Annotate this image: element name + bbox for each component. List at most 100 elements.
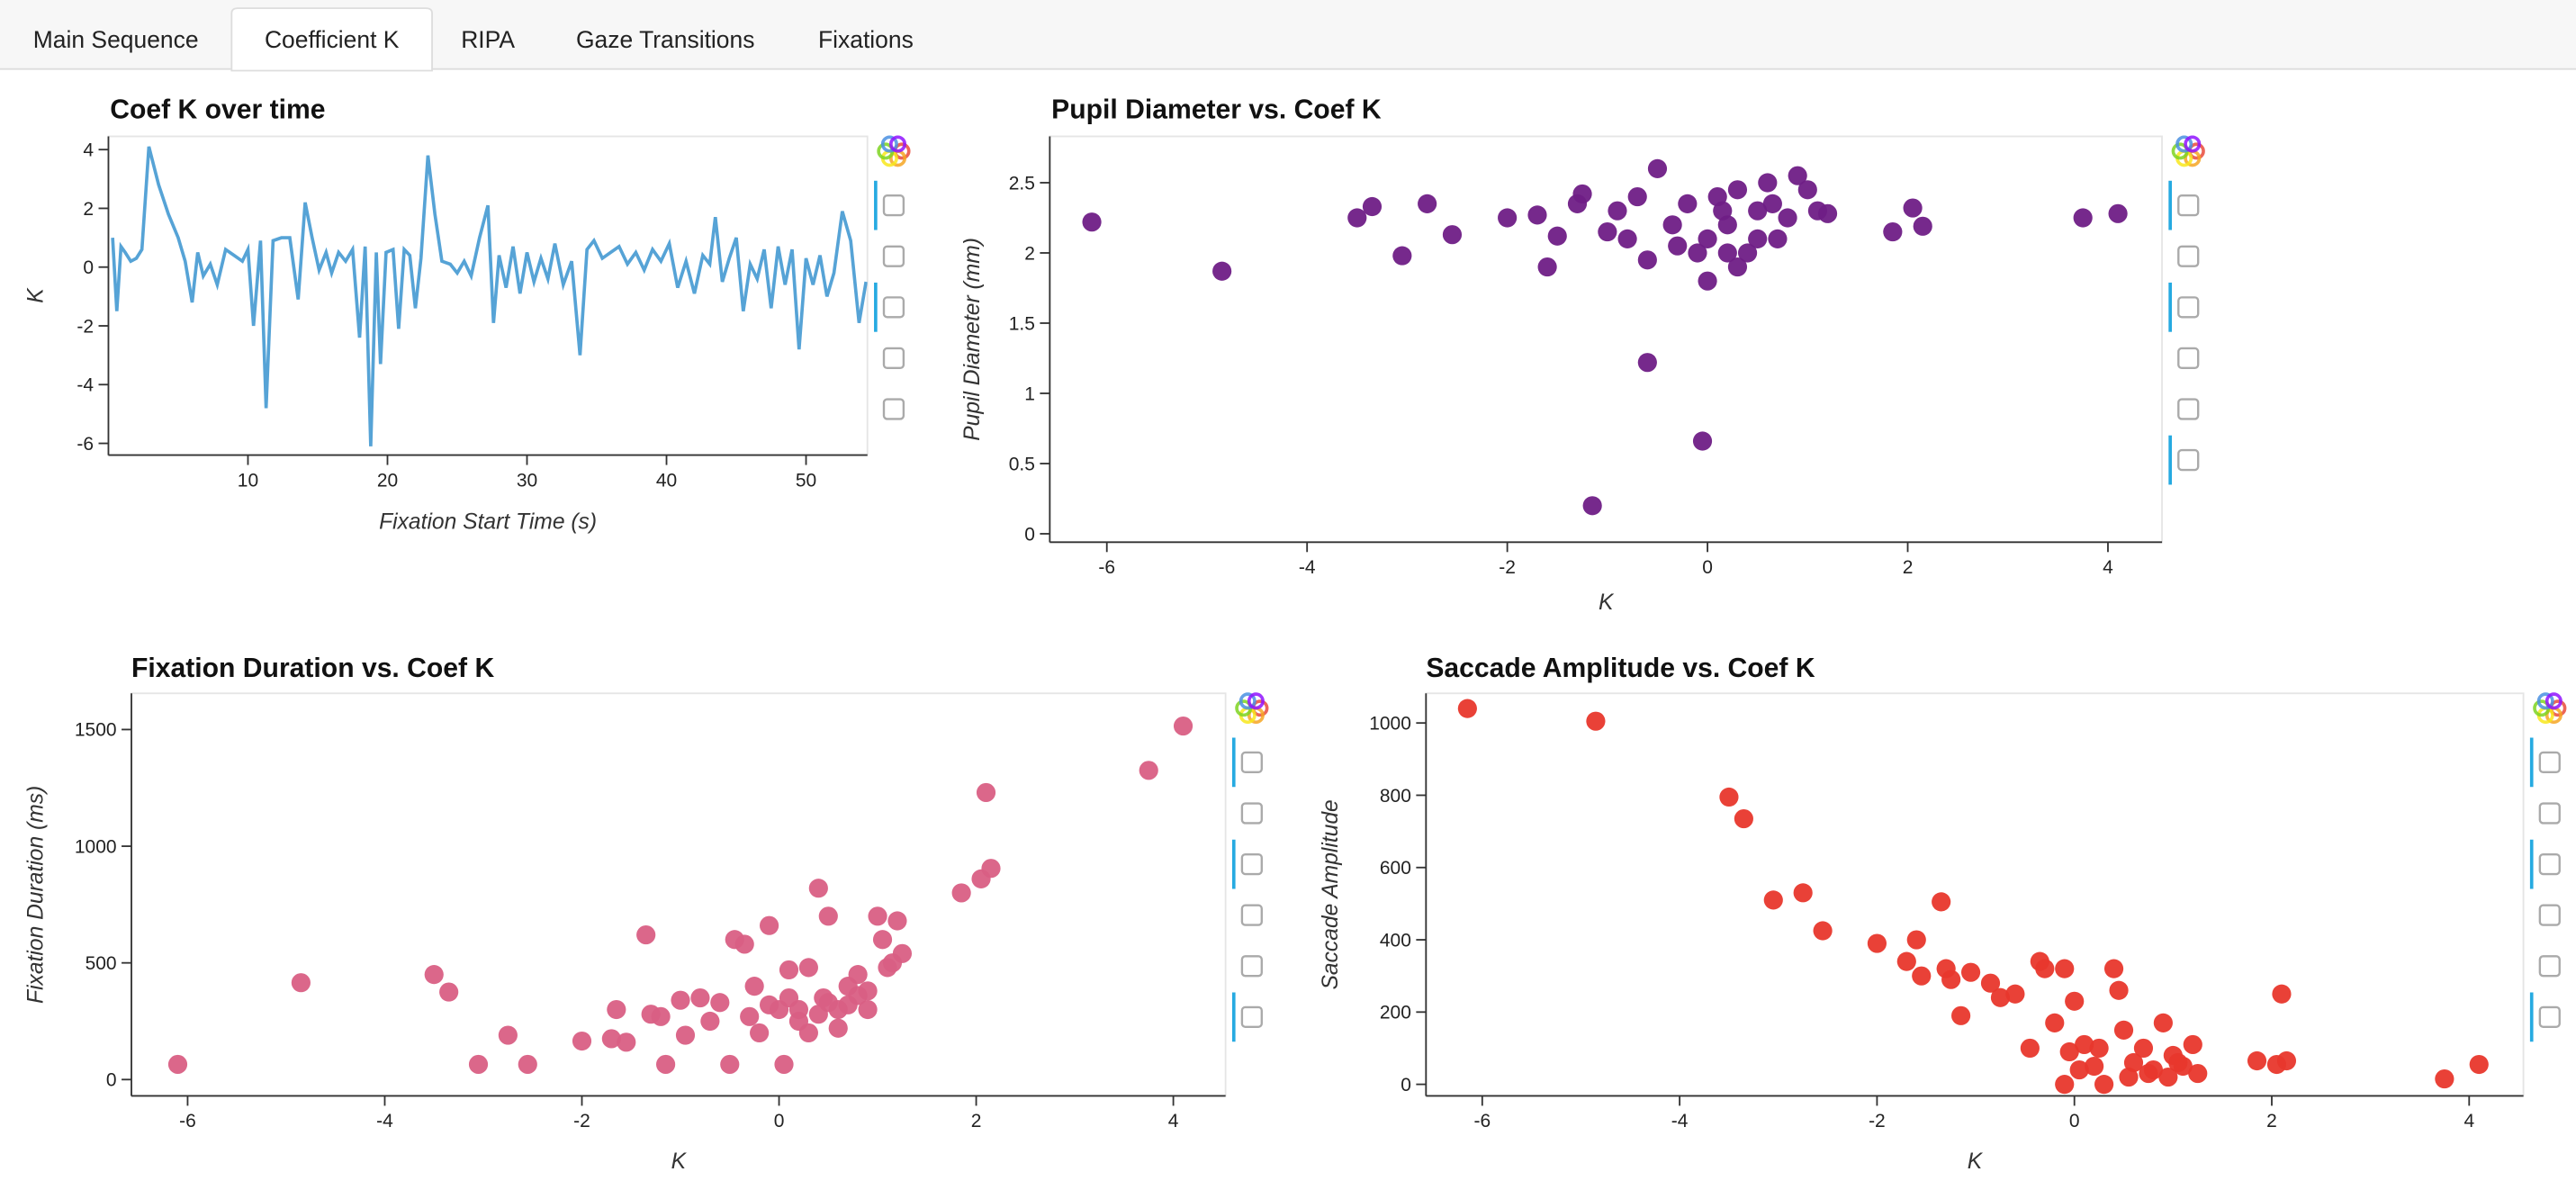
tabs: Main Sequence Coefficient K RIPA Gaze Trans…	[33, 7, 914, 72]
point	[1912, 966, 1932, 986]
point	[2158, 1067, 2178, 1087]
point	[468, 1054, 489, 1075]
tab-label[interactable]: Gaze Transitions	[576, 26, 755, 53]
point	[1737, 243, 1758, 263]
tool-icon[interactable]	[2177, 448, 2200, 472]
point	[750, 1023, 770, 1043]
x-tick-label: -4	[376, 1111, 393, 1131]
y-axis-label: Saccade Amplitude	[1319, 799, 1343, 989]
point	[887, 911, 907, 931]
point	[740, 1006, 760, 1026]
tool-icon[interactable]	[2538, 955, 2561, 978]
tool-icon[interactable]	[1240, 1005, 1263, 1028]
tool-icon[interactable]	[882, 296, 905, 319]
y-tick-label: 800	[1380, 786, 1411, 807]
point	[1941, 969, 1961, 989]
tool-icon[interactable]	[2538, 852, 2561, 876]
tab[interactable]: RIPA	[461, 26, 515, 53]
bokeh-logo[interactable]	[880, 135, 898, 153]
tab[interactable]: Main Sequence	[33, 26, 199, 53]
tool-icon[interactable]	[2177, 347, 2200, 370]
point	[2094, 1075, 2114, 1095]
bokeh-logo[interactable]	[2175, 135, 2193, 153]
point	[1418, 194, 1437, 213]
tool-icon[interactable]	[1240, 852, 1263, 876]
point	[1951, 1005, 1971, 1025]
y-tick-label: 2	[83, 199, 94, 220]
point	[1662, 215, 1682, 235]
tool-icon[interactable]	[882, 245, 905, 267]
tool-icon[interactable]	[2538, 904, 2561, 926]
tool-icon[interactable]	[882, 398, 905, 420]
tool-icon[interactable]	[2538, 1005, 2561, 1028]
point	[1727, 257, 1748, 277]
y-tick-label: 1	[1024, 383, 1035, 404]
y-tick-label: 600	[1380, 858, 1411, 879]
point	[808, 879, 828, 898]
point	[2139, 1063, 2158, 1084]
tool-icon[interactable]	[2177, 296, 2200, 319]
point	[1362, 196, 1383, 217]
point	[2469, 1054, 2489, 1075]
tool-icon[interactable]	[2177, 194, 2200, 217]
point	[1082, 212, 1102, 232]
point	[1896, 951, 1916, 971]
bokeh-logo[interactable]	[2536, 692, 2554, 710]
x-tick-label: -2	[1869, 1111, 1886, 1131]
tool-icon[interactable]	[882, 194, 905, 217]
point	[1212, 261, 1232, 281]
point	[1537, 257, 1557, 277]
y-tick-label: 2.5	[1009, 173, 1035, 194]
tool-icon[interactable]	[1240, 751, 1263, 774]
tab-label[interactable]: Main Sequence	[33, 26, 199, 53]
point	[439, 982, 459, 1002]
tab-label[interactable]: Fixations	[818, 26, 914, 53]
tool-icon[interactable]	[2538, 802, 2561, 825]
point	[2069, 1059, 2089, 1080]
point	[1139, 761, 1158, 780]
tool-icon[interactable]	[2177, 398, 2200, 420]
point	[868, 906, 887, 926]
tab-label[interactable]: RIPA	[461, 26, 515, 53]
tool-icon[interactable]	[2538, 751, 2561, 774]
point	[2020, 1038, 2040, 1059]
point	[607, 999, 626, 1020]
bokeh-logo[interactable]	[1238, 692, 1256, 710]
point	[779, 987, 799, 1008]
tool-icon[interactable]	[1240, 955, 1263, 978]
point	[2183, 1034, 2202, 1055]
point	[720, 1054, 740, 1075]
tool-icon[interactable]	[2177, 245, 2200, 267]
point	[2188, 1063, 2208, 1084]
point	[1627, 186, 1647, 207]
point	[2035, 959, 2055, 978]
tab[interactable]: Fixations	[818, 26, 914, 53]
tool-icon[interactable]	[1240, 802, 1263, 825]
tab[interactable]: Coefficient K	[230, 7, 433, 72]
tab[interactable]: Gaze Transitions	[576, 26, 755, 53]
point	[1906, 930, 1926, 950]
point	[291, 973, 311, 993]
point	[1748, 229, 1768, 248]
bokeh-logo[interactable]	[1247, 692, 1265, 710]
x-tick-label: -4	[1299, 557, 1316, 578]
point	[2065, 991, 2085, 1011]
plot-marks	[1082, 158, 2128, 516]
y-tick-label: 200	[1380, 1003, 1411, 1023]
point	[2073, 208, 2093, 228]
point	[1817, 203, 1838, 223]
point	[1608, 201, 1627, 221]
point	[675, 1025, 696, 1045]
point	[651, 1006, 671, 1026]
bokeh-logo[interactable]	[2544, 692, 2562, 710]
point	[828, 1018, 848, 1038]
tool-icon[interactable]	[882, 347, 905, 370]
tool-icon[interactable]	[1240, 904, 1263, 926]
x-tick-label: 2	[971, 1111, 982, 1131]
bokeh-logo[interactable]	[2184, 135, 2202, 153]
tab-label[interactable]: Coefficient K	[265, 26, 400, 53]
point	[1903, 198, 1923, 218]
point	[2276, 1050, 2297, 1071]
bokeh-logo[interactable]	[889, 135, 906, 153]
